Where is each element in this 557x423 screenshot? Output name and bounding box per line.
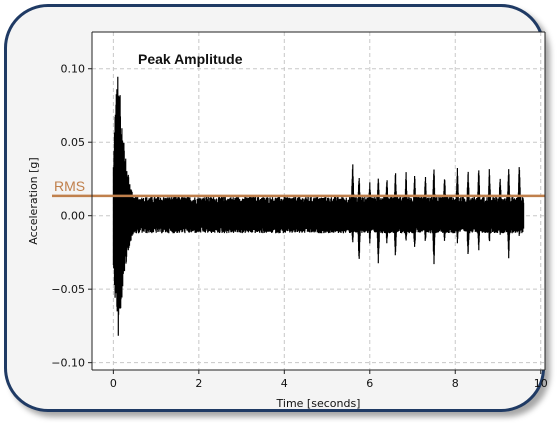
x-axis-title: Time [seconds] bbox=[276, 397, 361, 410]
x-tick-label: 2 bbox=[195, 377, 202, 390]
x-tick-label: 8 bbox=[452, 377, 459, 390]
rms-label: RMS bbox=[54, 178, 85, 194]
y-tick-label: −0.10 bbox=[51, 357, 85, 370]
peak-amplitude-annotation: Peak Amplitude bbox=[138, 51, 243, 67]
y-axis-title: Acceleration [g] bbox=[27, 157, 40, 244]
y-tick-label: −0.05 bbox=[51, 283, 85, 296]
y-tick-label: 0.10 bbox=[61, 63, 86, 76]
y-tick-label: 0.05 bbox=[61, 136, 86, 149]
x-tick-label: 10 bbox=[534, 377, 548, 390]
signal-series-line bbox=[112, 76, 525, 336]
x-tick-label: 6 bbox=[366, 377, 373, 390]
y-tick-label: 0.00 bbox=[61, 210, 86, 223]
x-tick-label: 0 bbox=[110, 377, 117, 390]
x-tick-label: 4 bbox=[281, 377, 288, 390]
